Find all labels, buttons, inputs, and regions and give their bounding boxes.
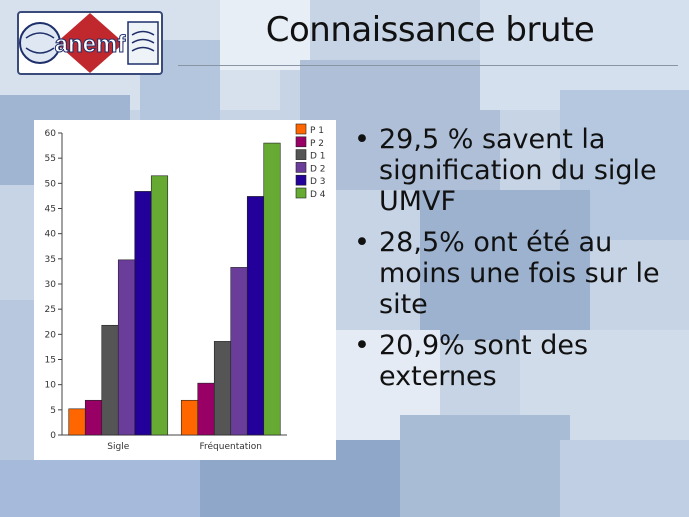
y-tick-label: 0 [50,431,56,441]
legend-label: D 1 [310,152,326,162]
legend-swatch [295,187,307,199]
y-tick-label: 50 [45,179,57,189]
bar [246,196,265,436]
title-divider [178,65,678,66]
bar [213,341,232,436]
legend-label: D 2 [310,164,326,174]
bar [150,175,169,436]
y-tick-label: 60 [45,129,57,139]
legend-swatch [295,162,307,173]
bar [134,191,152,436]
bar [101,324,119,436]
legend-swatch [295,174,307,186]
legend-swatch [295,136,307,148]
bar [84,399,103,436]
y-tick-label: 15 [45,356,56,366]
bar-chart: 0 5 10 15 20 25 30 35 40 45 50 55 60 Sigle Fréquentati… [34,120,336,460]
y-tick-label: 30 [45,280,57,290]
y-tick-label: 25 [45,305,56,315]
bar [197,382,215,436]
x-tick-label: Sigle [107,442,129,452]
bar [68,408,86,436]
legend-label: P 1 [310,126,324,136]
legend-swatch [295,123,307,135]
legend-label: D 4 [310,190,326,200]
bar [263,142,281,436]
x-tick-label: Fréquentation [199,441,262,452]
bullet-list: 29,5 % savent la signification du sigle … [352,124,682,402]
bar [117,259,136,436]
y-tick-label: 5 [50,406,56,416]
y-tick-label: 45 [45,205,56,215]
legend-swatch [295,149,307,160]
logo-text: anemf [55,31,127,58]
bullet-item: 20,9% sont des externes [352,330,682,392]
bar [230,267,248,436]
y-tick-label: 40 [45,230,57,240]
legend-label: D 3 [310,177,326,187]
y-tick-label: 55 [45,154,56,164]
y-tick-label: 10 [45,381,57,391]
bullet-item: 28,5% ont été au moins une fois sur le s… [352,227,682,320]
legend-label: P 2 [310,139,324,149]
y-tick-label: 35 [45,255,56,265]
anemf-logo: anemf [17,11,163,75]
bar [180,399,199,436]
bar-chart-svg: 0 5 10 15 20 25 30 35 40 45 50 55 60 Sigle Fréquentati… [45,123,326,452]
slide-title: Connaissance brute [265,10,595,50]
bullet-item: 29,5 % savent la signification du sigle … [352,124,682,217]
y-tick-label: 20 [45,330,57,340]
